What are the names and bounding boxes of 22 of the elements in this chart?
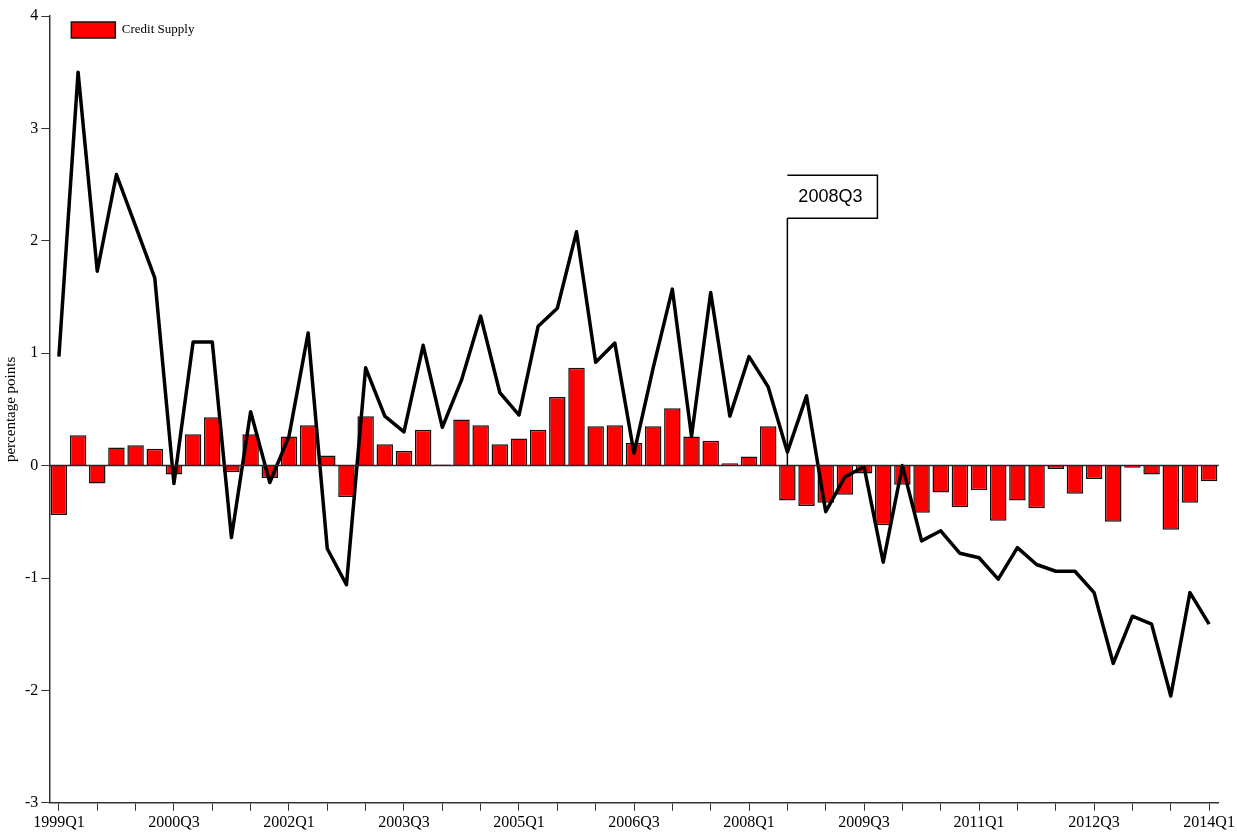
y-axis-title: percentage points bbox=[1, 356, 18, 463]
x-tick-label: 2003Q3 bbox=[378, 812, 430, 830]
x-tick-label: 2002Q1 bbox=[263, 812, 315, 830]
x-tick-label: 2012Q3 bbox=[1068, 812, 1120, 830]
y-tick-label: 3 bbox=[30, 118, 39, 136]
x-tick-label: 1999Q1 bbox=[33, 812, 85, 830]
x-tick-label: 2011Q1 bbox=[953, 812, 1005, 830]
y-tick-label: 2 bbox=[30, 231, 39, 248]
y-tick-label: 0 bbox=[30, 455, 39, 473]
x-tick-label: 2008Q1 bbox=[723, 812, 775, 830]
legend-label: Credit Supply bbox=[121, 21, 195, 37]
y-tick-label: 4 bbox=[30, 6, 39, 24]
y-tick-label: 1 bbox=[30, 343, 39, 361]
y-tick-label: -3 bbox=[25, 793, 39, 810]
x-tick-label: 2005Q1 bbox=[493, 812, 545, 830]
x-tick-label: 2014Q1 bbox=[1183, 812, 1235, 830]
x-tick-label: 2006Q3 bbox=[608, 812, 660, 830]
x-tick-label: 2000Q3 bbox=[148, 812, 200, 830]
x-tick-label: 2009Q3 bbox=[838, 812, 890, 830]
y-tick-label: -1 bbox=[25, 568, 39, 586]
y-tick-label: -2 bbox=[25, 680, 39, 698]
text: 2008Q3 bbox=[798, 185, 863, 206]
